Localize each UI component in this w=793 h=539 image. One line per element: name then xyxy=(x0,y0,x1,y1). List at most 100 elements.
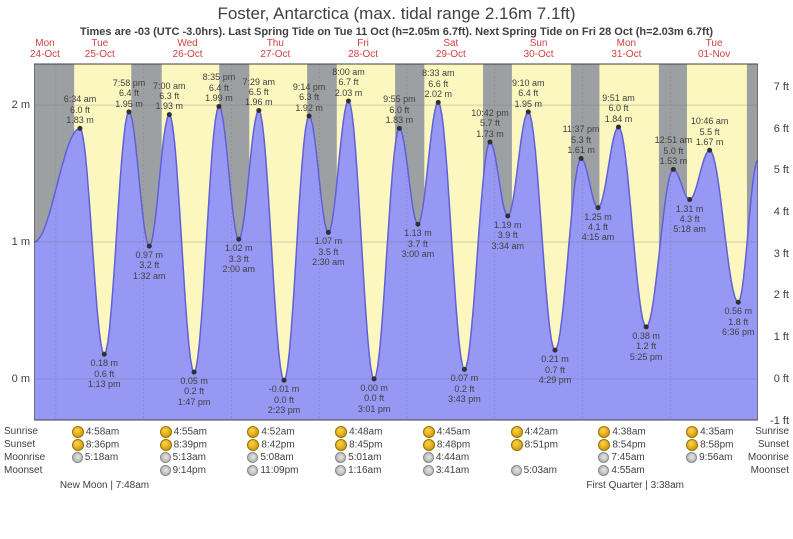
sun-icon xyxy=(686,426,698,438)
sun-icon xyxy=(160,439,172,451)
y-axis-right-tick: 0 ft xyxy=(774,373,789,385)
sun-icon xyxy=(72,439,84,451)
sunrise-time: 4:58am xyxy=(72,426,119,438)
sunset-time: 8:58pm xyxy=(686,439,733,451)
sunset-time: 8:54pm xyxy=(598,439,645,451)
sun-icon xyxy=(423,439,435,451)
sun-icon xyxy=(598,439,610,451)
moonrise-time: 5:01am xyxy=(335,452,381,463)
sun-icon xyxy=(423,426,435,438)
day-header: Tue01-Nov xyxy=(689,38,739,60)
sunset-time: 8:39pm xyxy=(160,439,207,451)
sunrise-time: 4:38am xyxy=(598,426,645,438)
high-tide-label: 8:00 am6.7 ft2.03 m xyxy=(325,67,371,98)
y-axis-left-tick: 0 m xyxy=(4,373,30,385)
high-tide-label: 7:29 am6.5 ft1.96 m xyxy=(236,77,282,108)
low-tide-label: 1.25 m4.1 ft4:15 am xyxy=(575,212,621,243)
moonset-row-label-right: Moonset xyxy=(751,465,789,476)
day-header: Wed26-Oct xyxy=(163,38,213,60)
chart-subtitle: Times are -03 (UTC -3.0hrs). Last Spring… xyxy=(0,24,793,38)
day-header: Thu27-Oct xyxy=(250,38,300,60)
low-tide-label: 1.13 m3.7 ft3:00 am xyxy=(395,228,441,259)
sun-icon xyxy=(247,439,259,451)
y-axis-right-tick: 4 ft xyxy=(774,206,789,218)
moonset-time: 11:09pm xyxy=(247,465,298,476)
high-tide-label: 10:46 am5.5 ft1.67 m xyxy=(687,116,733,147)
moonrise-time: 4:44am xyxy=(423,452,469,463)
moon-icon xyxy=(511,465,522,476)
moon-icon xyxy=(335,465,346,476)
sun-icon xyxy=(160,426,172,438)
y-axis-right-tick: 3 ft xyxy=(774,248,789,260)
moon-icon xyxy=(160,465,171,476)
moon-icon xyxy=(247,452,258,463)
high-tide-label: 7:58 pm6.4 ft1.95 m xyxy=(106,78,152,109)
day-header: Tue25-Oct xyxy=(75,38,125,60)
low-tide-label: 0.18 m0.6 ft1:13 pm xyxy=(81,358,127,389)
moonset-time: 9:14pm xyxy=(160,465,206,476)
low-tide-label: 0.97 m3.2 ft1:32 am xyxy=(126,250,172,281)
sun-icon xyxy=(335,439,347,451)
moon-icon xyxy=(686,452,697,463)
sunrise-time: 4:48am xyxy=(335,426,382,438)
y-axis-right-tick: 5 ft xyxy=(774,164,789,176)
moonset-row-label: Moonset xyxy=(4,465,42,476)
sunset-time: 8:36pm xyxy=(72,439,119,451)
y-axis-left-tick: 2 m xyxy=(4,99,30,111)
moonrise-time: 5:08am xyxy=(247,452,293,463)
low-tide-label: 0.56 m1.8 ft6:36 pm xyxy=(715,306,761,337)
moonrise-time: 5:13am xyxy=(160,452,206,463)
sunrise-time: 4:45am xyxy=(423,426,470,438)
moonrise-row-label: Moonrise xyxy=(4,452,45,463)
sunset-row-label-right: Sunset xyxy=(758,439,789,450)
low-tide-label: 0.07 m0.2 ft3:43 pm xyxy=(441,373,487,404)
low-tide-label: 0.00 m0.0 ft3:01 pm xyxy=(351,383,397,414)
day-header: Mon31-Oct xyxy=(601,38,651,60)
sunrise-time: 4:52am xyxy=(247,426,294,438)
low-tide-label: -0.01 m0.0 ft2:23 pm xyxy=(261,384,307,415)
moonset-time: 4:55am xyxy=(598,465,644,476)
moon-icon xyxy=(72,452,83,463)
low-tide-label: 0.05 m0.2 ft1:47 pm xyxy=(171,376,217,407)
day-header: Mon24-Oct xyxy=(20,38,70,60)
moonrise-time: 5:18am xyxy=(72,452,118,463)
low-tide-label: 1.19 m3.9 ft3:34 am xyxy=(485,220,531,251)
moonrise-time: 7:45am xyxy=(598,452,644,463)
sunset-time: 8:45pm xyxy=(335,439,382,451)
sun-icon xyxy=(598,426,610,438)
sun-icon xyxy=(511,426,523,438)
sunset-time: 8:42pm xyxy=(247,439,294,451)
high-tide-label: 8:33 am6.6 ft2.02 m xyxy=(415,68,461,99)
moonset-time: 1:16am xyxy=(335,465,381,476)
moon-phase-label: New Moon | 7:48am xyxy=(60,480,149,491)
moonrise-row-label-right: Moonrise xyxy=(748,452,789,463)
chart-title: Foster, Antarctica (max. tidal range 2.1… xyxy=(0,0,793,24)
high-tide-label: 11:37 pm5.3 ft1.61 m xyxy=(558,124,604,155)
moonrise-time: 9:56am xyxy=(686,452,732,463)
low-tide-label: 0.21 m0.7 ft4:29 pm xyxy=(532,354,578,385)
day-header: Sat29-Oct xyxy=(426,38,476,60)
sun-icon xyxy=(686,439,698,451)
high-tide-label: 9:10 am6.4 ft1.95 m xyxy=(505,78,551,109)
moonset-time: 3:41am xyxy=(423,465,469,476)
moon-icon xyxy=(335,452,346,463)
sunset-time: 8:48pm xyxy=(423,439,470,451)
y-axis-right-tick: 7 ft xyxy=(774,81,789,93)
sunrise-time: 4:35am xyxy=(686,426,733,438)
low-tide-label: 1.02 m3.3 ft2:00 am xyxy=(216,243,262,274)
low-tide-label: 1.31 m4.3 ft5:18 am xyxy=(667,204,713,235)
moon-icon xyxy=(247,465,258,476)
moon-icon xyxy=(423,465,434,476)
y-axis-right-tick: 2 ft xyxy=(774,289,789,301)
y-axis-right-tick: -1 ft xyxy=(770,415,789,427)
high-tide-label: 9:51 am6.0 ft1.84 m xyxy=(596,93,642,124)
sunrise-row-label-right: Sunrise xyxy=(755,426,789,437)
high-tide-label: 6:34 am6.0 ft1.83 m xyxy=(57,94,103,125)
y-axis-left-tick: 1 m xyxy=(4,236,30,248)
day-header: Fri28-Oct xyxy=(338,38,388,60)
sun-icon xyxy=(335,426,347,438)
sunrise-time: 4:42am xyxy=(511,426,558,438)
sunset-row-label: Sunset xyxy=(4,439,35,450)
sun-icon xyxy=(511,439,523,451)
sun-icon xyxy=(247,426,259,438)
